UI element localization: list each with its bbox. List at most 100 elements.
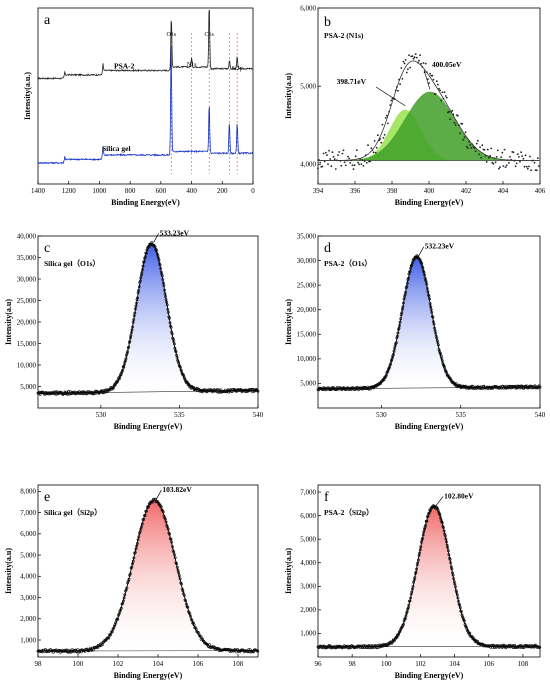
x-axis-label-f: Binding Energy(eV) xyxy=(395,671,464,680)
data-point xyxy=(526,167,529,170)
data-point xyxy=(403,62,406,65)
data-point xyxy=(429,72,431,75)
data-point xyxy=(445,96,448,99)
data-point xyxy=(383,133,386,136)
data-point xyxy=(478,153,480,156)
data-point xyxy=(530,169,532,172)
data-point xyxy=(431,74,434,77)
data-point xyxy=(380,141,383,144)
data-point xyxy=(356,149,358,152)
y-tick-label-f-1: 2,000 xyxy=(300,606,316,614)
data-point xyxy=(418,257,422,261)
x-tick-label-e-5: 108 xyxy=(233,660,244,668)
data-point xyxy=(353,164,356,167)
y-tick-label-b-1: 5,000 xyxy=(300,83,316,91)
data-point xyxy=(440,99,443,102)
data-point xyxy=(343,161,346,164)
data-point xyxy=(183,377,187,381)
data-point xyxy=(537,645,540,649)
data-point xyxy=(465,145,468,148)
data-point xyxy=(334,168,337,170)
data-point xyxy=(415,56,418,59)
data-point xyxy=(536,157,539,160)
y-axis-label-c: Intensity(a.u) xyxy=(4,299,13,345)
data-point xyxy=(492,162,495,165)
data-point xyxy=(476,139,479,142)
annotation-arrow-e xyxy=(156,489,162,500)
data-point xyxy=(490,147,493,150)
x-tick-label-b-6: 406 xyxy=(535,187,546,195)
y-axis-label-d: Intensity(a.u) xyxy=(284,299,293,345)
x-tick-label-b-4: 402 xyxy=(461,187,472,195)
x-tick-label-a-3: 800 xyxy=(125,187,136,195)
data-point xyxy=(370,147,373,150)
component-area-1 xyxy=(318,91,540,161)
y-tick-label-d-4: 25,000 xyxy=(297,281,317,289)
panel-title-b: PSA-2 (N1s) xyxy=(324,31,364,40)
x-tick-label-e-2: 102 xyxy=(113,660,124,668)
data-point xyxy=(407,68,409,71)
data-point xyxy=(349,162,352,164)
data-point xyxy=(422,62,425,64)
peak-label-b-0: 398.71eV xyxy=(337,77,367,86)
data-point xyxy=(389,104,392,106)
x-tick-label-c-2: 540 xyxy=(253,411,264,419)
x-axis-label-c: Binding Energy(eV) xyxy=(114,422,183,431)
y-tick-label-d-1: 10,000 xyxy=(297,355,317,363)
data-point xyxy=(486,148,489,151)
annotation-arrow-0 xyxy=(375,86,406,107)
panel-letter-a: a xyxy=(44,13,51,28)
y-tick-label-e-4: 5,000 xyxy=(20,551,36,559)
data-point xyxy=(509,156,511,158)
x-tick-label-f-6: 108 xyxy=(518,660,529,668)
data-point xyxy=(451,109,454,112)
annotation-arrow-d xyxy=(418,246,425,256)
data-point xyxy=(342,149,345,152)
x-tick-label-f-3: 102 xyxy=(415,660,426,668)
data-point xyxy=(519,160,521,163)
data-point xyxy=(352,168,355,171)
panel-title-e: Silica gel（Si2p） xyxy=(44,507,102,517)
data-point xyxy=(323,160,326,163)
y-axis-label-a: Intensity(a.u.) xyxy=(23,72,32,120)
data-point xyxy=(515,162,518,165)
data-point xyxy=(381,123,384,126)
data-point xyxy=(508,162,510,164)
plot-frame-a xyxy=(37,7,254,185)
data-point xyxy=(317,167,319,170)
data-point xyxy=(432,78,435,81)
data-point xyxy=(461,123,464,125)
x-tick-label-e-4: 106 xyxy=(193,660,204,668)
y-tick-label-d-6: 35,000 xyxy=(297,232,317,240)
data-point xyxy=(328,149,330,152)
y-tick-label-f-4: 5,000 xyxy=(300,535,316,543)
data-point xyxy=(475,142,478,145)
data-point xyxy=(473,147,476,150)
data-point xyxy=(94,390,98,394)
y-tick-label-e-2: 3,000 xyxy=(20,594,36,602)
x-tick-label-d-0: 530 xyxy=(376,411,387,419)
data-point xyxy=(473,638,477,642)
data-point xyxy=(457,115,459,117)
data-point xyxy=(337,154,339,157)
peak-label-f: 102.80eV xyxy=(444,491,474,500)
data-point xyxy=(494,161,497,164)
envelope-line xyxy=(318,60,540,161)
data-point xyxy=(322,152,325,155)
panel-letter-f: f xyxy=(324,490,329,505)
x-tick-label-c-1: 535 xyxy=(174,411,185,419)
x-tick-label-b-2: 398 xyxy=(387,187,398,195)
fit-line-e xyxy=(38,499,258,652)
y-tick-label-b-2: 6,000 xyxy=(300,4,316,12)
y-tick-label-c-7: 40,000 xyxy=(17,232,37,240)
peak-label-c1s: C1s xyxy=(205,32,215,38)
y-tick-label-e-6: 7,000 xyxy=(20,509,36,517)
y-tick-label-f-2: 3,000 xyxy=(300,583,316,591)
data-point xyxy=(414,53,417,55)
peak-label-b-1: 400.05eV xyxy=(432,60,462,69)
data-point xyxy=(340,164,343,167)
data-point xyxy=(401,78,404,80)
series-line-psa-2 xyxy=(37,9,253,80)
data-point xyxy=(151,499,155,503)
